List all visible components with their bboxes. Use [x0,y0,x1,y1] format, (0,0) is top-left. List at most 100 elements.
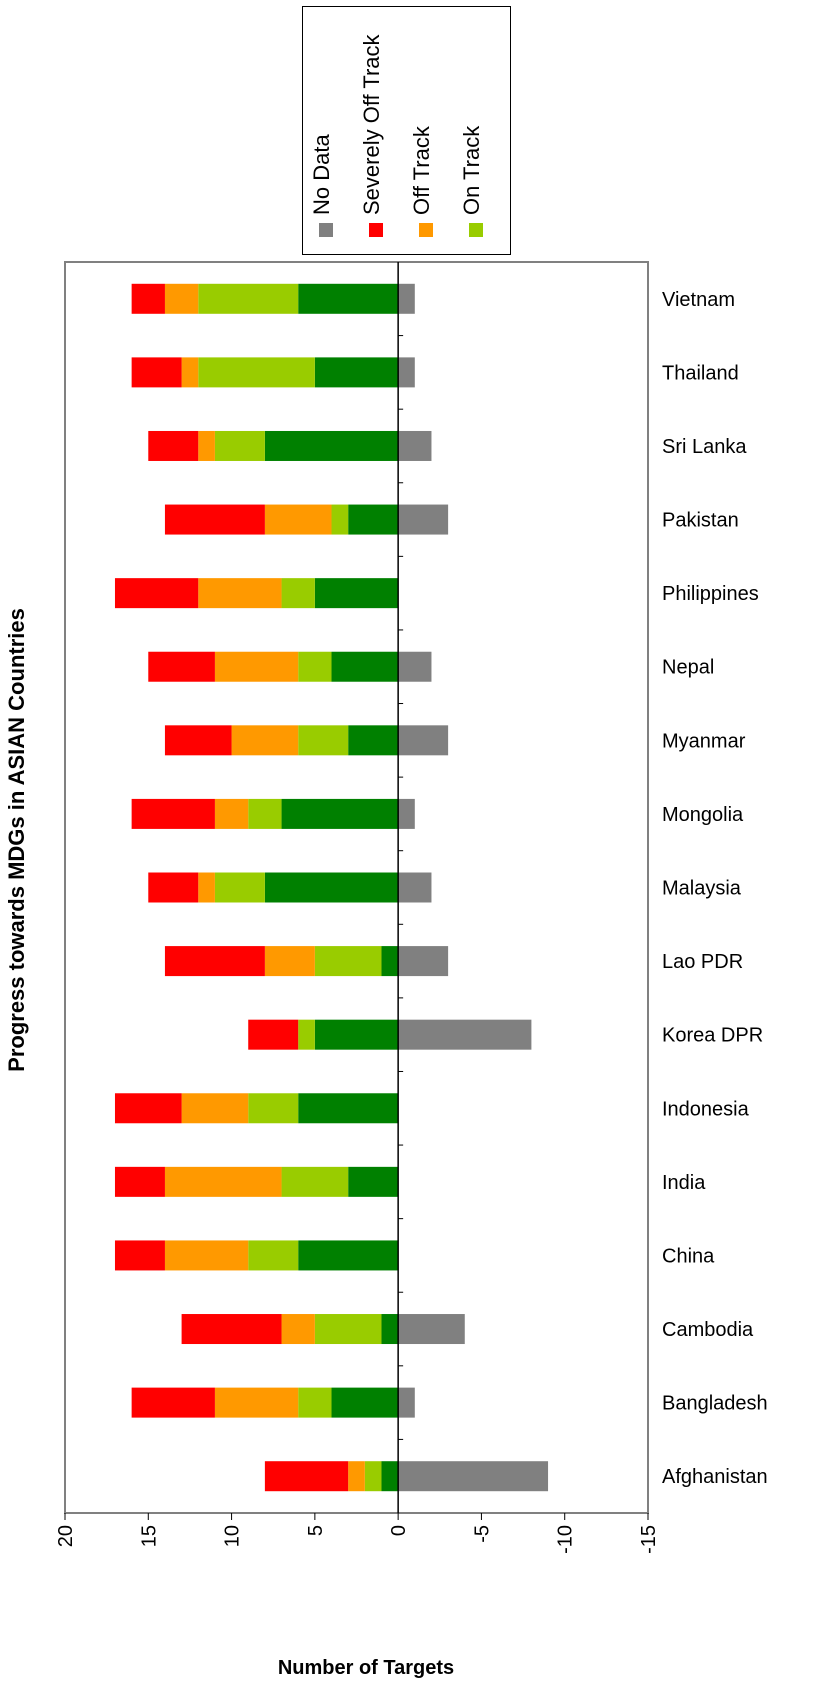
bar-thailand-series-3 [181,357,199,388]
plot-area [64,261,649,1514]
bar-mongolia-series-0 [398,798,415,829]
bar-vietnam-series-1 [298,283,399,314]
bar-cambodia-series-1 [381,1314,399,1345]
category-label: Pakistan [662,510,739,532]
bar-malaysia-series-4 [148,872,199,903]
bar-philippines-series-3 [198,578,282,609]
bar-cambodia-series-0 [398,1314,465,1345]
bar-philippines-series-4 [114,578,199,609]
legend-label-wrap: On Track [457,15,501,215]
category-label: Myanmar [662,730,746,752]
x-tick-label: -15 [638,1525,660,1554]
bar-indonesia-series-3 [181,1093,249,1124]
legend-label-wrap: Severely Off Track [357,15,401,215]
category-label: Malaysia [662,878,742,900]
bar-india-series-4 [114,1166,165,1197]
bar-sri-lanka-series-0 [398,430,432,461]
legend-item: No Data [307,15,351,245]
bar-nepal-series-0 [398,651,432,682]
legend-swatch [419,223,433,237]
bar-afghanistan-series-4 [264,1461,349,1492]
bar-china-series-4 [114,1240,165,1271]
bar-pakistan-series-2 [331,504,349,535]
bar-afghanistan-series-3 [348,1461,365,1492]
bar-malaysia-series-3 [198,872,215,903]
bar-bangladesh-series-2 [298,1387,332,1418]
legend: No Data Severely Off Track Off Track On Tra… [302,6,511,255]
category-label: India [662,1172,706,1194]
bar-korea-dpr-series-1 [314,1019,399,1050]
legend-swatch [319,223,333,237]
bar-indonesia-series-2 [248,1093,299,1124]
bar-indonesia-series-4 [114,1093,182,1124]
bar-vietnam-series-3 [164,283,199,314]
bar-china-series-1 [298,1240,399,1271]
bar-india-series-2 [281,1166,349,1197]
category-label: Cambodia [662,1319,754,1341]
x-tick-label: 0 [388,1525,410,1536]
bar-cambodia-series-2 [314,1314,382,1345]
bar-korea-dpr-series-0 [398,1019,532,1050]
bar-china-series-2 [248,1240,299,1271]
bar-sri-lanka-series-1 [264,430,399,461]
bar-pakistan-series-0 [398,504,449,535]
legend-label: Severely Off Track [359,34,384,215]
bar-nepal-series-4 [148,651,215,682]
legend-label-wrap: Off Track [407,15,451,215]
bar-mongolia-series-2 [248,798,282,829]
bar-philippines-series-1 [314,578,399,609]
bar-afghanistan-series-2 [364,1461,382,1492]
bar-lao-pdr-series-0 [398,946,449,977]
bars-group [114,283,549,1492]
bar-cambodia-series-3 [281,1314,315,1345]
bar-sri-lanka-series-3 [198,430,215,461]
bar-lao-pdr-series-4 [164,946,265,977]
bar-nepal-series-2 [298,651,332,682]
x-tick-label: 5 [305,1525,327,1536]
category-label: China [662,1245,715,1267]
category-label: Mongolia [662,804,744,826]
bar-afghanistan-series-1 [381,1461,399,1492]
bar-thailand-series-2 [198,357,315,388]
category-label: Lao PDR [662,951,743,973]
bar-malaysia-series-1 [264,872,399,903]
plot-border [64,261,649,1514]
bar-myanmar-series-1 [348,725,399,756]
bar-thailand-series-4 [131,357,182,388]
bar-philippines-series-2 [281,578,315,609]
category-label: Bangladesh [662,1393,768,1415]
bar-thailand-series-0 [398,357,415,388]
bar-thailand-series-1 [314,357,399,388]
bar-china-series-3 [164,1240,249,1271]
bar-mongolia-series-1 [281,798,399,829]
bar-sri-lanka-series-2 [214,430,265,461]
bar-india-series-3 [164,1166,282,1197]
bar-mongolia-series-3 [214,798,249,829]
x-tick-label: -5 [471,1525,493,1543]
bar-cambodia-series-4 [181,1314,282,1345]
bar-bangladesh-series-0 [398,1387,415,1418]
bar-afghanistan-series-0 [398,1461,549,1492]
bar-myanmar-series-2 [298,725,349,756]
legend-label: Off Track [409,126,434,215]
legend-label: On Track [459,125,484,215]
bar-nepal-series-3 [214,651,299,682]
x-tick-label: 10 [222,1525,244,1547]
bar-vietnam-series-2 [198,283,299,314]
chart-title: Progress towards MDGs in ASIAN Countries [4,608,29,1072]
bar-india-series-1 [348,1166,399,1197]
category-label: Philippines [662,583,759,605]
legend-label: No Data [309,134,334,215]
bar-myanmar-series-0 [398,725,449,756]
category-label: Indonesia [662,1098,750,1120]
x-tick-label: -10 [555,1525,577,1554]
category-label: Nepal [662,657,714,679]
category-label: Korea DPR [662,1025,763,1047]
legend-item: Off Track [407,15,451,245]
x-tick-label: 20 [55,1525,77,1547]
category-label: Vietnam [662,289,735,311]
category-label: Thailand [662,362,739,384]
bar-indonesia-series-1 [298,1093,399,1124]
legend-item: Severely Off Track [357,15,401,245]
bar-pakistan-series-3 [264,504,332,535]
